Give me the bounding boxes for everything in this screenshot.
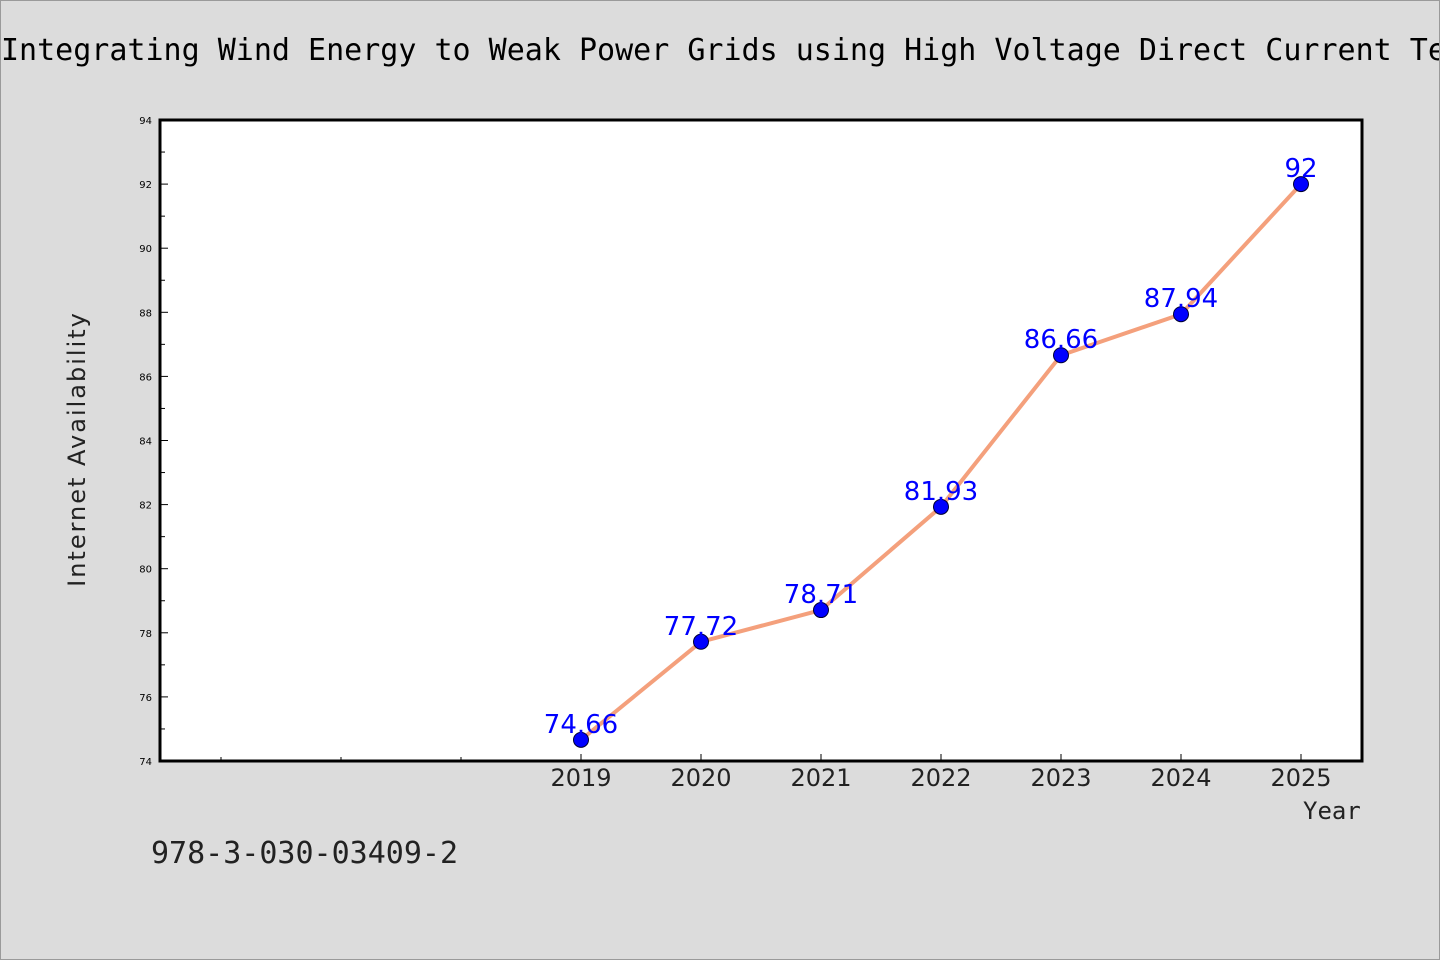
x-tick-label: 2025 bbox=[1270, 764, 1331, 792]
x-tick-label: 2022 bbox=[910, 764, 971, 792]
data-point bbox=[933, 498, 949, 515]
data-point bbox=[573, 731, 589, 748]
y-tick-label: 80 bbox=[139, 565, 152, 576]
y-tick-label: 82 bbox=[139, 501, 152, 512]
data-point bbox=[1293, 176, 1309, 193]
y-tick-label: 78 bbox=[139, 629, 152, 640]
data-label: 87.94 bbox=[1144, 284, 1218, 314]
y-tick-label: 92 bbox=[139, 180, 152, 191]
data-label: 92 bbox=[1284, 154, 1317, 184]
x-tick-label: 2024 bbox=[1150, 764, 1211, 792]
data-label: 77.72 bbox=[664, 612, 738, 642]
isbn-text: 978-3-030-03409-2 bbox=[151, 836, 459, 871]
data-point bbox=[693, 633, 709, 650]
data-label: 78.71 bbox=[784, 580, 858, 610]
y-tick-label: 94 bbox=[139, 116, 152, 127]
x-tick-label: 2023 bbox=[1030, 764, 1091, 792]
y-tick-label: 90 bbox=[139, 244, 152, 255]
y-tick-label: 86 bbox=[139, 372, 152, 383]
data-label: 81.93 bbox=[904, 477, 978, 507]
x-tick-label: 2021 bbox=[790, 764, 851, 792]
chart-title: Integrating Wind Energy to Weak Power Gr… bbox=[1, 33, 1439, 68]
y-tick-label: 84 bbox=[139, 437, 152, 448]
data-point bbox=[813, 602, 829, 619]
data-point bbox=[1173, 306, 1189, 323]
plot-area bbox=[160, 120, 1362, 761]
y-tick-label: 74 bbox=[139, 757, 152, 768]
data-label: 74.66 bbox=[544, 710, 618, 740]
x-axis-label: Year bbox=[1303, 797, 1361, 825]
x-tick-label: 2019 bbox=[550, 764, 611, 792]
y-tick-label: 76 bbox=[139, 693, 152, 704]
x-tick-label: 2020 bbox=[670, 764, 731, 792]
data-point bbox=[1053, 347, 1069, 364]
y-tick-label: 88 bbox=[139, 308, 152, 319]
plot-frame bbox=[158, 118, 1364, 763]
data-label: 86.66 bbox=[1024, 325, 1098, 355]
